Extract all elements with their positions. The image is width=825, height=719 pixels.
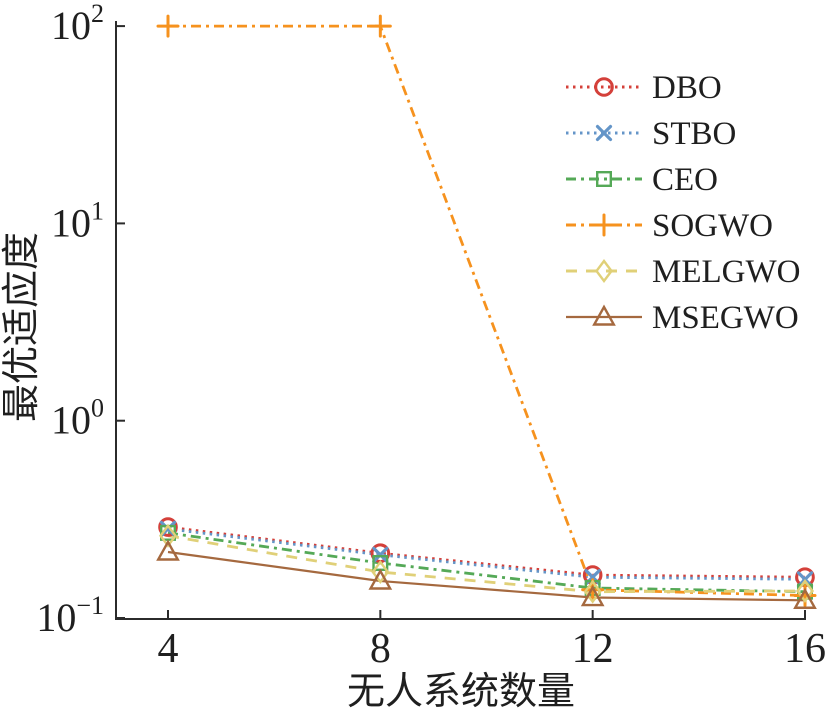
series-line-DBO — [167, 525, 806, 579]
legend: DBO STBO CEO SOGWO MELGWO MSEGWO — [566, 70, 800, 336]
legend-marker-plus — [592, 213, 616, 237]
y-tick-label: 101 — [51, 196, 104, 245]
series-lines-layer — [167, 24, 806, 602]
series-markers-layer — [156, 14, 817, 609]
marker-MSEGWO — [368, 568, 393, 590]
x-tick-label: 16 — [784, 626, 825, 672]
legend-item-CEO: CEO — [566, 162, 718, 198]
marker-DBO — [158, 517, 178, 537]
y-tick-label: 10−1 — [36, 591, 104, 640]
marker-MELGWO — [796, 579, 814, 604]
y-tick-label: 100 — [51, 394, 104, 443]
y-axis-label: 最优适应度 — [1, 232, 43, 422]
marker-MSEGWO — [580, 585, 605, 607]
series-line-STBO — [167, 527, 806, 581]
marker-STBO — [372, 546, 389, 563]
legend-label-SOGWO: SOGWO — [652, 208, 773, 244]
marker-SOGWO — [368, 14, 392, 38]
legend-label-MSEGWO: MSEGWO — [652, 300, 799, 336]
x-tick-label: 12 — [572, 626, 614, 672]
legend-label-CEO: CEO — [652, 162, 718, 198]
legend-item-MELGWO: MELGWO — [566, 254, 800, 290]
legend-marker-diamond — [595, 259, 613, 283]
legend-item-MSEGWO: MSEGWO — [566, 300, 799, 336]
marker-MSEGWO — [156, 539, 180, 561]
marker-MSEGWO — [793, 587, 817, 609]
legend-item-SOGWO: SOGWO — [566, 208, 773, 244]
series-line-MELGWO — [167, 534, 806, 594]
x-tick-label: 4 — [158, 626, 179, 672]
marker-SOGWO — [156, 14, 180, 38]
legend-item-STBO: STBO — [566, 116, 736, 152]
x-axis-label: 无人系统数量 — [347, 671, 575, 713]
marker-MELGWO — [583, 579, 602, 604]
legend-item-DBO: DBO — [566, 70, 722, 106]
series-line-CEO — [167, 531, 806, 594]
legend-label-DBO: DBO — [652, 70, 722, 106]
y-tick-label: 102 — [51, 0, 104, 48]
legend-marker-triangle — [592, 304, 616, 326]
series-line-MSEGWO — [167, 550, 806, 602]
legend-marker-x — [595, 124, 613, 142]
legend-label-MELGWO: MELGWO — [652, 254, 800, 290]
marker-MELGWO — [159, 523, 177, 548]
series-line-SOGWO — [168, 24, 806, 597]
x-tick-label: 8 — [370, 626, 391, 672]
legend-marker-circle — [594, 77, 614, 97]
legend-marker-square — [596, 170, 613, 187]
legend-label-STBO: STBO — [652, 116, 736, 152]
marker-MELGWO — [371, 560, 390, 585]
